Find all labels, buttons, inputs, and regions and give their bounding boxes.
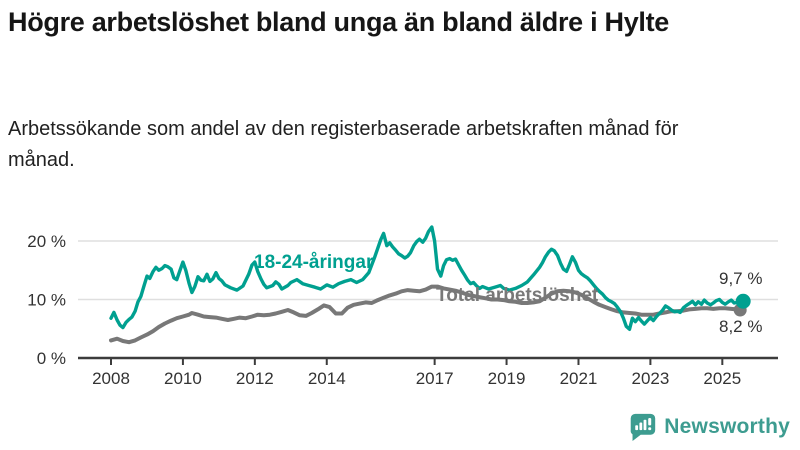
x-tick-label: 2023	[631, 369, 669, 388]
x-tick-label: 2019	[488, 369, 526, 388]
x-tick-label: 2017	[416, 369, 454, 388]
newsworthy-logo-text: Newsworthy	[664, 415, 790, 438]
y-tick-label: 0 %	[37, 349, 66, 368]
y-tick-label: 10 %	[27, 291, 66, 310]
series-end-dot-young	[735, 293, 751, 309]
series-line-young	[109, 225, 745, 331]
chart-subtitle: Arbetssökande som andel av den registerb…	[8, 118, 679, 171]
series-label-total: Total arbetslöshet	[436, 285, 599, 306]
series-line-total	[109, 284, 746, 345]
x-tick-label: 2021	[560, 369, 598, 388]
x-tick-label: 2008	[92, 369, 130, 388]
end-value-label-young: 9,7 %	[719, 269, 763, 288]
y-tick-label: 20 %	[27, 232, 66, 251]
end-value-label-total: 8,2 %	[719, 317, 763, 336]
x-tick-label: 2010	[164, 369, 202, 388]
newsworthy-bubble-chart-icon	[630, 413, 656, 442]
newsworthy-logo: Newsworthy	[628, 412, 790, 442]
x-tick-label: 2014	[308, 369, 346, 388]
series-label-young: 18-24-åringar	[254, 252, 374, 273]
x-tick-label: 2012	[236, 369, 274, 388]
x-tick-label: 2025	[703, 369, 741, 388]
page-title: Högre arbetslöshet bland unga än bland ä…	[8, 7, 670, 37]
